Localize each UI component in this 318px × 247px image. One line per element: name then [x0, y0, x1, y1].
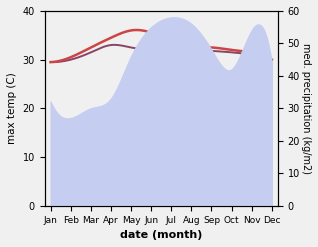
X-axis label: date (month): date (month) [120, 230, 203, 240]
Y-axis label: med. precipitation (kg/m2): med. precipitation (kg/m2) [301, 43, 311, 174]
Y-axis label: max temp (C): max temp (C) [7, 72, 17, 144]
